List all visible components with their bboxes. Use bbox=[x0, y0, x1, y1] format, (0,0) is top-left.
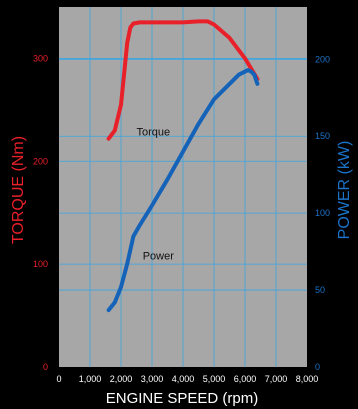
x-tick-label: 1,000 bbox=[79, 374, 102, 384]
left-tick-label: 0 bbox=[43, 362, 48, 372]
series-lines bbox=[106, 19, 260, 313]
right-tick-label: 100 bbox=[315, 208, 330, 218]
x-tick-label: 5,000 bbox=[203, 374, 226, 384]
x-tick-label: 8,000 bbox=[296, 374, 319, 384]
right-tick-label: 0 bbox=[315, 362, 320, 372]
right-axis-ticks: 0 50 100 150 200 bbox=[315, 54, 330, 372]
x-axis-label: ENGINE SPEED (rpm) bbox=[106, 390, 259, 407]
annotation-torque: Torque bbox=[137, 127, 171, 139]
x-tick-label: 6,000 bbox=[234, 374, 257, 384]
x-tick-label: 2,000 bbox=[110, 374, 133, 384]
annotation-power: Power bbox=[143, 250, 175, 262]
right-axis-label: POWER (kW) bbox=[336, 141, 353, 240]
series-line-power bbox=[106, 68, 260, 313]
x-axis-ticks: 0 1,000 2,000 3,000 4,000 5,000 6,000 7,000 8,00… bbox=[56, 374, 318, 384]
right-tick-label: 200 bbox=[315, 54, 330, 64]
grid-lines bbox=[59, 7, 307, 367]
series-line-torque bbox=[106, 19, 260, 141]
x-tick-label: 3,000 bbox=[141, 374, 164, 384]
left-tick-label: 100 bbox=[33, 259, 48, 269]
series-annotations: Torque Power bbox=[137, 127, 175, 263]
right-tick-label: 150 bbox=[315, 131, 330, 141]
x-tick-label: 4,000 bbox=[172, 374, 195, 384]
left-tick-label: 200 bbox=[33, 156, 48, 166]
left-tick-label: 300 bbox=[33, 53, 48, 63]
left-axis-label: TORQUE (Nm) bbox=[10, 136, 27, 244]
x-tick-label: 7,000 bbox=[265, 374, 288, 384]
right-tick-label: 50 bbox=[315, 285, 325, 295]
left-axis-ticks: 0 100 200 300 bbox=[33, 53, 48, 372]
x-tick-label: 0 bbox=[56, 374, 61, 384]
